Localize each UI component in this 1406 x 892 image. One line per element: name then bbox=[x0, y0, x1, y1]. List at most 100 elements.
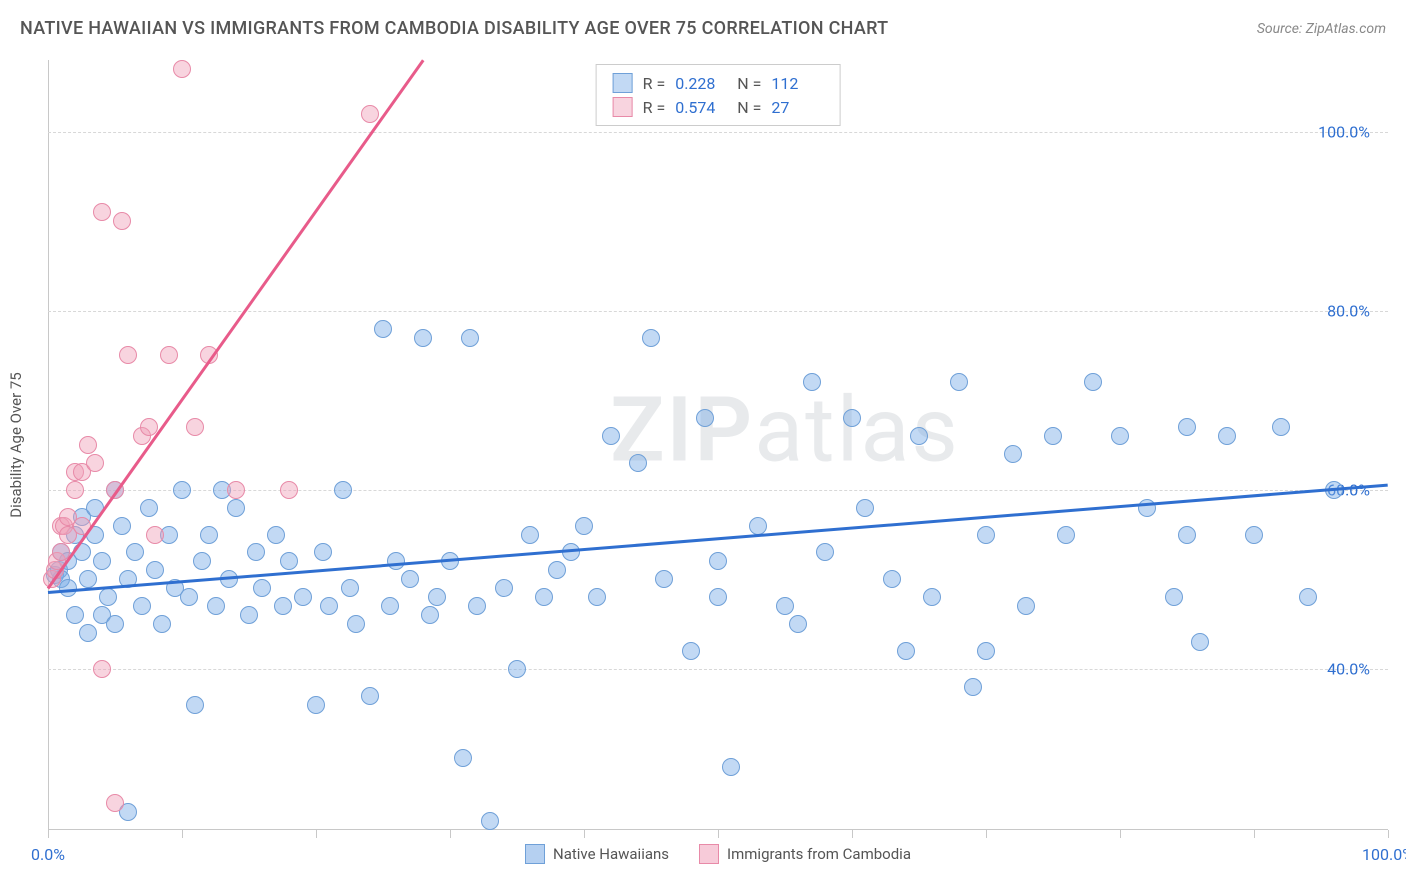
scatter-point bbox=[361, 687, 379, 705]
scatter-point bbox=[341, 579, 359, 597]
scatter-point bbox=[314, 543, 332, 561]
chart-header: NATIVE HAWAIIAN VS IMMIGRANTS FROM CAMBO… bbox=[20, 18, 1386, 39]
scatter-point bbox=[575, 517, 593, 535]
scatter-point bbox=[193, 552, 211, 570]
scatter-point bbox=[461, 329, 479, 347]
scatter-point bbox=[1191, 633, 1209, 651]
scatter-point bbox=[207, 597, 225, 615]
scatter-point bbox=[1057, 526, 1075, 544]
scatter-point bbox=[99, 588, 117, 606]
chart-source: Source: ZipAtlas.com bbox=[1257, 21, 1386, 37]
stat-n-value: 27 bbox=[771, 98, 823, 117]
scatter-point bbox=[347, 615, 365, 633]
legend-item: Immigrants from Cambodia bbox=[699, 844, 911, 864]
x-tick bbox=[718, 830, 719, 838]
scatter-point bbox=[950, 373, 968, 391]
scatter-point bbox=[374, 320, 392, 338]
scatter-point bbox=[1218, 427, 1236, 445]
scatter-point bbox=[119, 346, 137, 364]
scatter-point bbox=[508, 660, 526, 678]
scatter-point bbox=[883, 570, 901, 588]
scatter-point bbox=[79, 624, 97, 642]
scatter-point bbox=[160, 346, 178, 364]
scatter-point bbox=[146, 561, 164, 579]
scatter-point bbox=[642, 329, 660, 347]
scatter-point bbox=[1299, 588, 1317, 606]
scatter-point bbox=[267, 526, 285, 544]
x-tick bbox=[48, 830, 49, 838]
scatter-point bbox=[320, 597, 338, 615]
scatter-point bbox=[274, 597, 292, 615]
x-tick bbox=[1388, 830, 1389, 838]
x-tick bbox=[986, 830, 987, 838]
stat-r-label: R = bbox=[643, 98, 666, 117]
scatter-point bbox=[153, 615, 171, 633]
scatter-point bbox=[897, 642, 915, 660]
scatter-point bbox=[495, 579, 513, 597]
scatter-point bbox=[1178, 418, 1196, 436]
scatter-point bbox=[977, 526, 995, 544]
scatter-point bbox=[468, 597, 486, 615]
scatter-point bbox=[776, 597, 794, 615]
scatter-point bbox=[910, 427, 928, 445]
scatter-point bbox=[816, 543, 834, 561]
stat-r-label: R = bbox=[643, 74, 666, 93]
scatter-point bbox=[401, 570, 419, 588]
scatter-point bbox=[1165, 588, 1183, 606]
scatter-point bbox=[1044, 427, 1062, 445]
scatter-point bbox=[709, 588, 727, 606]
scatter-point bbox=[113, 517, 131, 535]
scatter-point bbox=[140, 499, 158, 517]
scatter-point bbox=[93, 203, 111, 221]
scatter-point bbox=[789, 615, 807, 633]
scatter-point bbox=[454, 749, 472, 767]
legend-label: Immigrants from Cambodia bbox=[727, 845, 911, 863]
y-tick-label: 100.0% bbox=[1318, 122, 1370, 141]
chart-area: Disability Age Over 75 ZIPatlas 40.0%60.… bbox=[48, 60, 1388, 830]
gridline bbox=[48, 132, 1388, 133]
x-tick-label: 100.0% bbox=[1362, 845, 1406, 864]
scatter-point bbox=[280, 552, 298, 570]
stat-n-value: 112 bbox=[771, 74, 823, 93]
watermark: ZIPatlas bbox=[610, 377, 960, 482]
legend-swatch bbox=[699, 844, 719, 864]
scatter-point bbox=[696, 409, 714, 427]
scatter-point bbox=[521, 526, 539, 544]
scatter-point bbox=[421, 606, 439, 624]
scatter-point bbox=[588, 588, 606, 606]
scatter-point bbox=[977, 642, 995, 660]
scatter-point bbox=[602, 427, 620, 445]
x-tick bbox=[450, 830, 451, 838]
scatter-point bbox=[227, 481, 245, 499]
x-tick-label: 0.0% bbox=[31, 845, 65, 864]
stat-r-value: 0.228 bbox=[675, 74, 727, 93]
x-tick bbox=[584, 830, 585, 838]
scatter-point bbox=[535, 588, 553, 606]
scatter-point bbox=[964, 678, 982, 696]
y-tick-label: 80.0% bbox=[1327, 301, 1370, 320]
scatter-point bbox=[180, 588, 198, 606]
scatter-point bbox=[548, 561, 566, 579]
stat-n-label: N = bbox=[737, 98, 761, 117]
scatter-point bbox=[93, 660, 111, 678]
scatter-point bbox=[186, 696, 204, 714]
scatter-point bbox=[66, 606, 84, 624]
legend-label: Native Hawaiians bbox=[553, 845, 669, 863]
scatter-point bbox=[1111, 427, 1129, 445]
scatter-point bbox=[1178, 526, 1196, 544]
scatter-point bbox=[414, 329, 432, 347]
scatter-point bbox=[381, 597, 399, 615]
scatter-point bbox=[361, 105, 379, 123]
scatter-point bbox=[106, 615, 124, 633]
scatter-point bbox=[1084, 373, 1102, 391]
legend-swatch bbox=[613, 73, 633, 93]
scatter-point bbox=[722, 758, 740, 776]
scatter-point bbox=[200, 526, 218, 544]
scatter-point bbox=[1245, 526, 1263, 544]
scatter-point bbox=[173, 60, 191, 78]
x-tick bbox=[852, 830, 853, 838]
scatter-point bbox=[66, 481, 84, 499]
x-tick bbox=[1120, 830, 1121, 838]
scatter-point bbox=[294, 588, 312, 606]
scatter-point bbox=[856, 499, 874, 517]
